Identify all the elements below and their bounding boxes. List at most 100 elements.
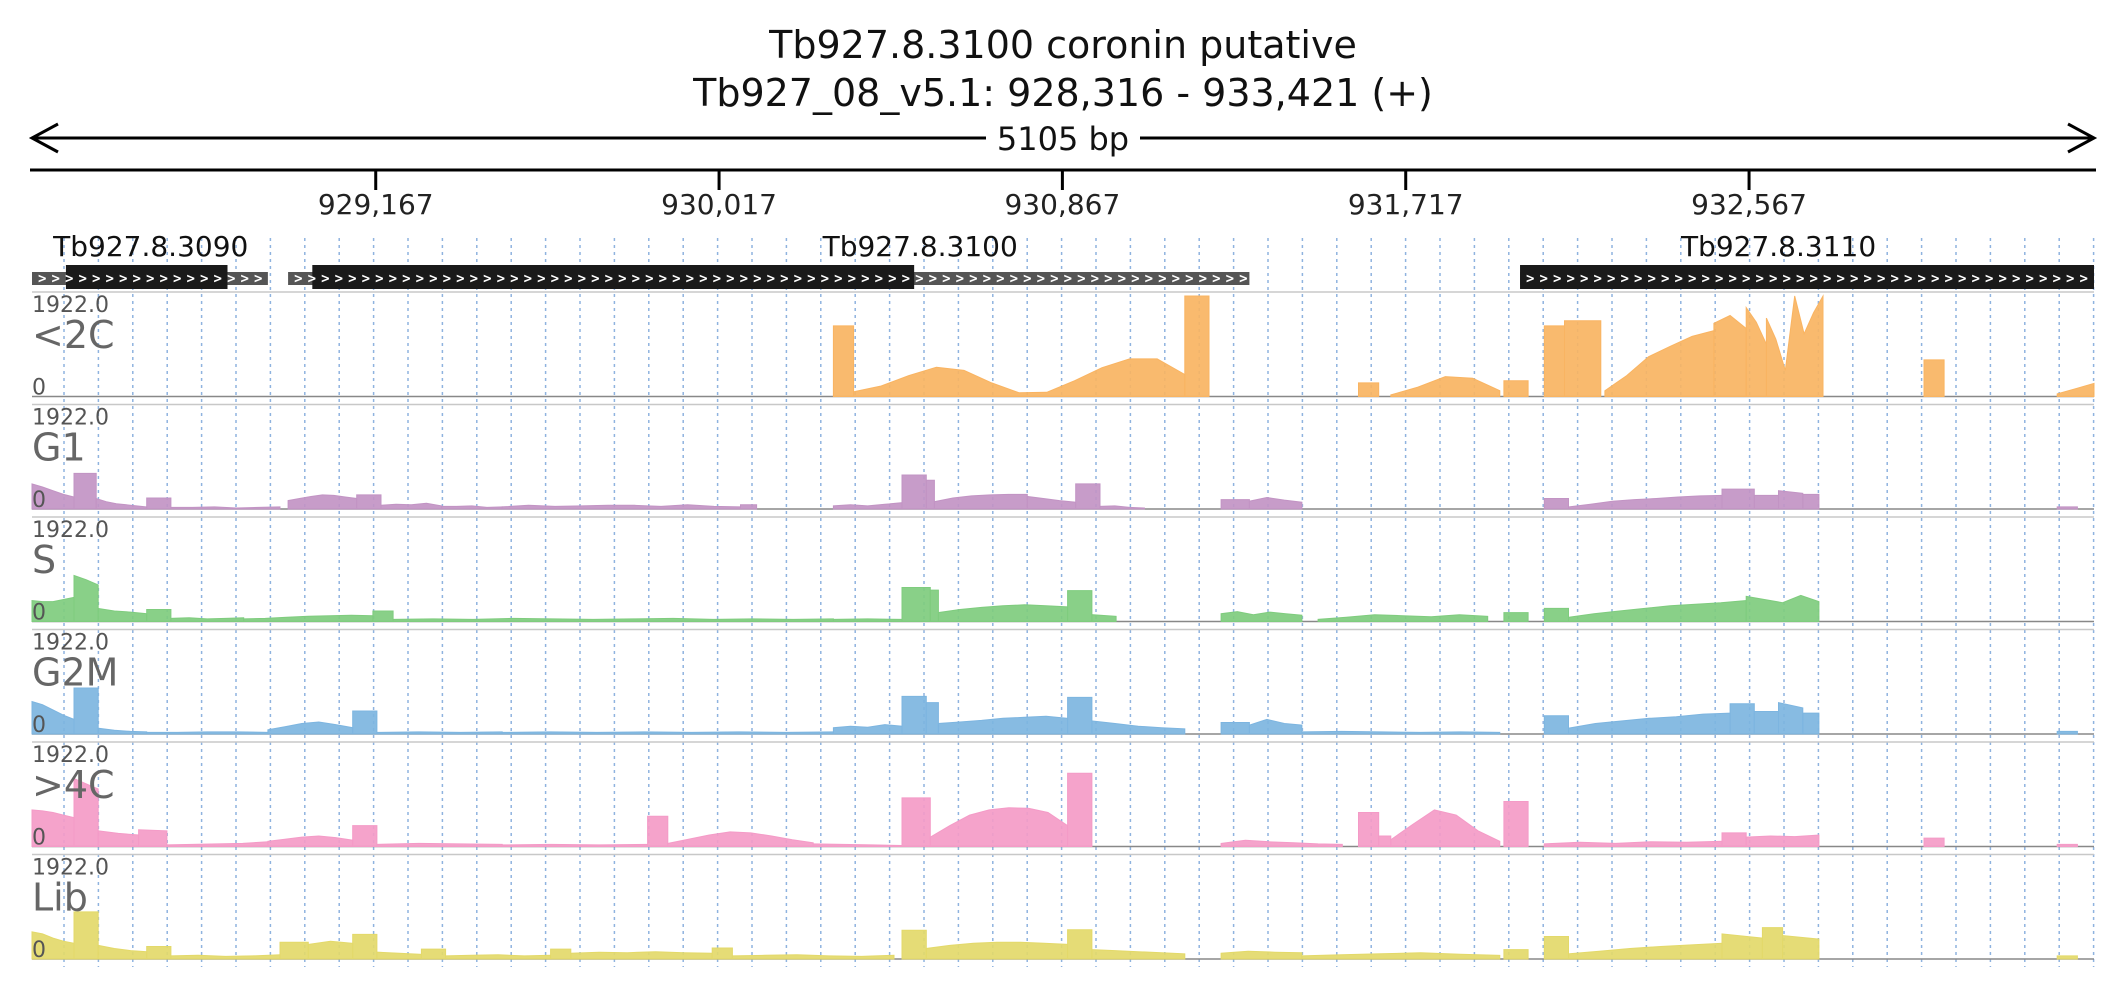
coverage-area [97,830,140,847]
strand-arrow-icon: > [335,271,343,287]
strand-arrow-icon: > [1621,271,1629,287]
coverage-area [1713,314,1747,397]
coverage-area [138,829,168,847]
strand-arrow-icon: > [1131,271,1139,287]
coverage-area [73,687,99,735]
coverage-track: 1922.0 0 G2M [31,628,2094,738]
track-name-label: <2C [32,313,115,357]
coverage-area [1067,696,1093,735]
track-name-label: >4C [32,763,115,807]
strand-arrow-icon: > [1023,271,1031,287]
y-min-label: 0 [32,938,46,963]
coverage-area [1802,712,1820,735]
strand-arrow-icon: > [713,271,721,287]
y-min-label: 0 [32,826,46,851]
strand-arrow-icon: > [1607,271,1615,287]
strand-arrow-icon: > [591,271,599,287]
coverage-area [2056,730,2078,735]
strand-arrow-icon: > [1702,271,1710,287]
coverage-area [166,841,269,847]
coverage-area [1378,835,1392,847]
coverage-area [1220,499,1250,510]
coverage-area [73,777,99,847]
strand-arrow-icon: > [1891,271,1899,287]
strand-arrow-icon: > [1226,271,1234,287]
coverage-area [146,731,269,735]
coverage-area [279,941,309,960]
strand-arrow-icon: > [483,271,491,287]
title-block: Tb927.8.3100 coronin putative Tb927_08_v… [692,23,1433,115]
coverage-area [1099,505,1145,510]
coverage-track: 1922.0 0 Lib [31,853,2094,963]
strand-arrow-icon: > [740,271,748,287]
coverage-area [1568,942,1723,960]
coverage-area [356,494,382,510]
coverage-area [853,358,1186,397]
coverage-area [376,731,503,735]
coverage-area [1358,812,1380,847]
strand-arrow-icon: > [618,271,626,287]
strand-arrow-icon: > [767,271,775,287]
strand-arrow-icon: > [227,271,235,287]
strand-arrow-icon: > [632,271,640,287]
coverage-area [1026,495,1077,510]
coverage-area [901,587,931,622]
track-name-label: S [32,538,56,582]
strand-arrow-icon: > [1239,271,1247,287]
strand-arrow-icon: > [348,271,356,287]
coverage-area [1067,772,1093,847]
strand-arrow-icon: > [645,271,653,287]
coverage-area [832,724,903,735]
strand-arrow-icon: > [173,271,181,287]
coverage-area [2056,955,2078,960]
strand-arrow-icon: > [38,271,46,287]
coverage-area [97,944,148,960]
coverage-area [550,948,572,960]
strand-arrow-icon: > [1729,271,1737,287]
strand-arrow-icon: > [551,271,559,287]
coverage-area [901,929,927,960]
coverage-area [1091,614,1117,622]
strand-arrow-icon: > [537,271,545,287]
strand-arrow-icon: > [861,271,869,287]
strand-arrow-icon: > [1864,271,1872,287]
strand-arrow-icon: > [65,271,73,287]
coverage-area [146,609,172,622]
strand-arrow-icon: > [1145,271,1153,287]
coverage-area [2056,506,2078,510]
grid-lines [63,238,2095,967]
gene-label: Tb927.8.3090 [52,230,248,263]
strand-arrow-icon: > [1985,271,1993,287]
coverage-area [1220,611,1303,622]
strand-arrow-icon: > [996,271,1004,287]
coverage-area [97,727,148,735]
strand-arrow-icon: > [1077,271,1085,287]
strand-arrow-icon: > [443,271,451,287]
strand-arrow-icon: > [699,271,707,287]
coverage-area [740,504,758,510]
strand-arrow-icon: > [2066,271,2074,287]
y-max-label: 1922.0 [32,406,109,431]
axis-tick-label: 929,167 [318,188,434,221]
track-name-label: G2M [32,651,118,695]
region-subtitle: Tb927_08_v5.1: 928,316 - 933,421 (+) [692,71,1433,115]
coverage-area [1503,380,1529,397]
gene-label: Tb927.8.3110 [1680,230,1876,263]
coverage-area [1778,701,1804,735]
coverage-area [1184,295,1210,397]
gene-cds [312,265,915,289]
strand-arrow-icon: > [753,271,761,287]
strand-arrow-icon: > [2053,271,2061,287]
coverage-area [352,933,378,960]
coverage-area [1358,382,1380,397]
strand-arrow-icon: > [983,271,991,287]
track-name-label: Lib [32,876,88,920]
strand-arrow-icon: > [1064,271,1072,287]
strand-arrow-icon: > [1823,271,1831,287]
strand-arrow-icon: > [888,271,896,287]
coverage-area [1220,839,1343,847]
strand-arrow-icon: > [1104,271,1112,287]
coverage-area [501,731,834,735]
coverage-area [501,504,741,510]
strand-arrow-icon: > [875,271,883,287]
